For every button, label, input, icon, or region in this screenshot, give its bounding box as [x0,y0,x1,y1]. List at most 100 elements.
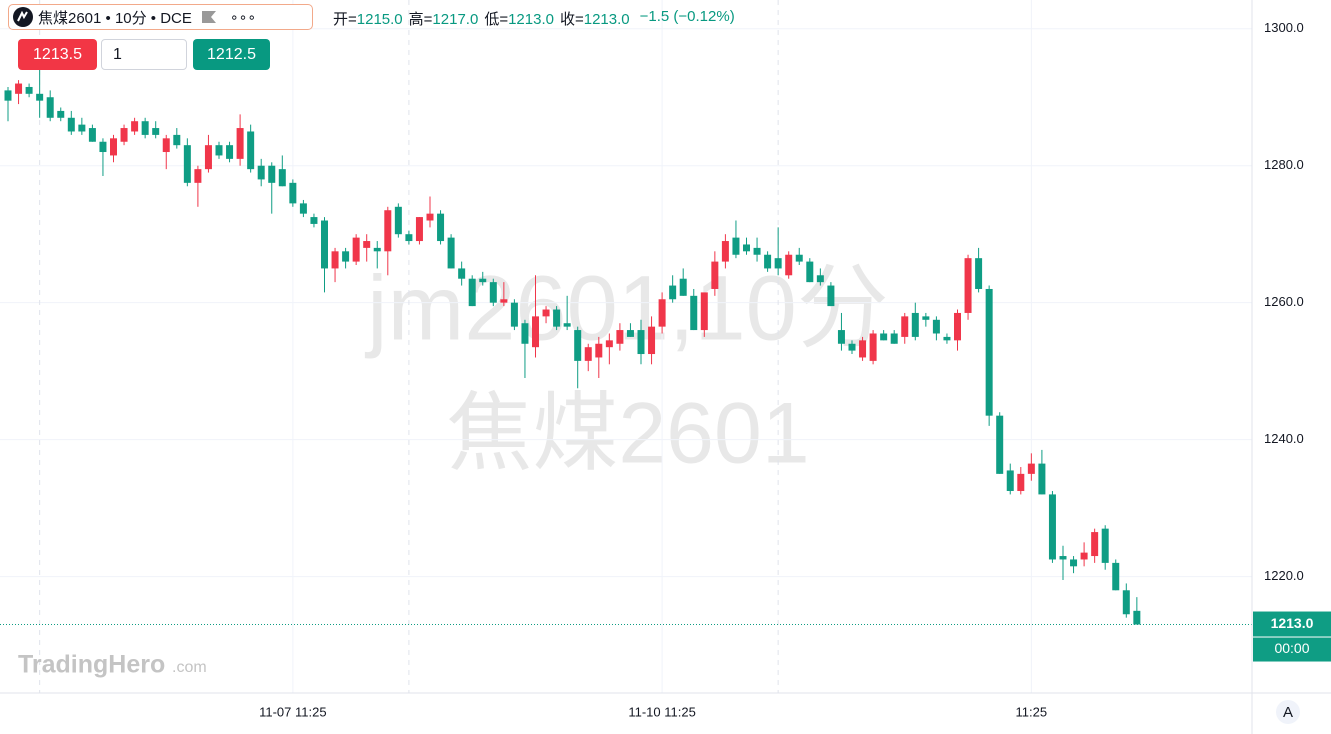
candle-body [1133,610,1141,625]
icon [13,7,33,27]
ohlc: 开=1215.0 高=1217.0 低=1213.0 收=1213.0 −1.5… [333,8,735,29]
candle-body [247,131,255,170]
candle-body [289,182,297,204]
candle-body [510,302,518,327]
candle-body [1059,556,1067,560]
candle-body [711,261,719,289]
candle-body [869,333,877,361]
candle-body [837,330,845,344]
candle-body [405,234,413,242]
candle-body [67,117,75,132]
candle-body [415,217,423,242]
candle-body [774,258,782,269]
candle-body [1112,562,1120,591]
logo: TradingHero [18,651,165,679]
candle-body [1070,559,1078,567]
ohlc-label: 高= [408,11,433,28]
candle-body [1080,552,1088,560]
candle-body [1122,590,1130,615]
candle-body [152,128,160,135]
candle-body [204,145,212,170]
candle-body [500,299,508,303]
candle-body [932,319,940,334]
last-price-label: 1213.0 [1271,615,1314,631]
candle-body [954,312,961,341]
candle-body [922,316,930,320]
ohlc-value: 1213.0 [508,11,554,28]
candle-body [616,330,624,344]
ohlc-value: 1215.0 [356,11,403,28]
logo-suffix: .com [172,659,207,676]
candle-body [384,210,392,252]
candle-body [36,93,44,101]
candle-body [943,336,951,341]
symbol-box[interactable]: 焦煤2601 • 10分 • DCE ∘∘∘ [8,4,313,30]
menu[interactable]: ∘∘∘ [229,8,257,25]
candle-body [120,128,128,142]
candle-body [743,244,750,252]
y-tick-label: 1260.0 [1264,294,1304,309]
candle-body [373,247,381,252]
candle-body [785,254,793,276]
candle-body [542,309,550,317]
candle-body [859,340,867,358]
candle-body [700,292,708,331]
candle-body [310,217,318,224]
buy-button[interactable]: 1212.5 [193,39,270,70]
candle-body [827,285,835,307]
sell-button[interactable]: 1213.5 [18,39,97,70]
candle-body [1091,532,1099,557]
candle-body [553,309,561,327]
candle-body [648,326,656,355]
scale-button-bg[interactable] [1276,700,1300,724]
candle-body [985,288,993,416]
countdown-box [1253,637,1331,662]
candle-body [901,316,909,337]
x-tick-label: 11-10 11:25 [628,704,695,719]
candle-body [25,86,33,94]
candle-body [131,121,139,132]
candle-body [911,312,919,337]
candle-body [299,203,307,214]
candle-body [732,237,740,255]
candle-body [215,145,223,156]
countdown: 00:00 [1274,640,1309,656]
x-tick-label: 11-07 11:25 [259,704,326,719]
candle-body [848,343,856,351]
candle-body [363,241,371,248]
ohlc-value: 1213.0 [583,11,630,28]
candle-body [437,213,445,242]
candle-body [1101,528,1109,563]
candle-body [173,134,181,146]
candle-body [226,145,234,159]
candle-body [57,110,65,118]
candle-body [489,282,497,303]
candle-body [458,268,466,279]
candle-body [278,169,286,187]
candle-body [447,237,455,269]
candle-body [816,275,824,283]
candle-body [78,124,86,132]
candle-body [880,333,888,341]
candle-body [46,97,54,118]
candle-body [4,90,12,101]
flag [201,11,216,23]
candle-body [479,278,487,283]
candle-body [1048,494,1056,560]
candle-body [141,121,149,135]
candle-body [15,83,23,94]
candle-body [352,237,360,262]
qty-input[interactable]: 1 [101,39,187,70]
candle-body [331,251,339,269]
scale-button[interactable]: A [1283,704,1293,721]
candle-body [595,343,603,358]
candle-body [574,330,582,361]
candle-body [890,333,898,344]
candle-body [521,323,529,344]
candle-body [584,347,592,361]
candle-body [721,241,729,262]
candle-body [658,299,666,327]
candle-body [563,323,571,327]
candle-body [110,138,117,156]
